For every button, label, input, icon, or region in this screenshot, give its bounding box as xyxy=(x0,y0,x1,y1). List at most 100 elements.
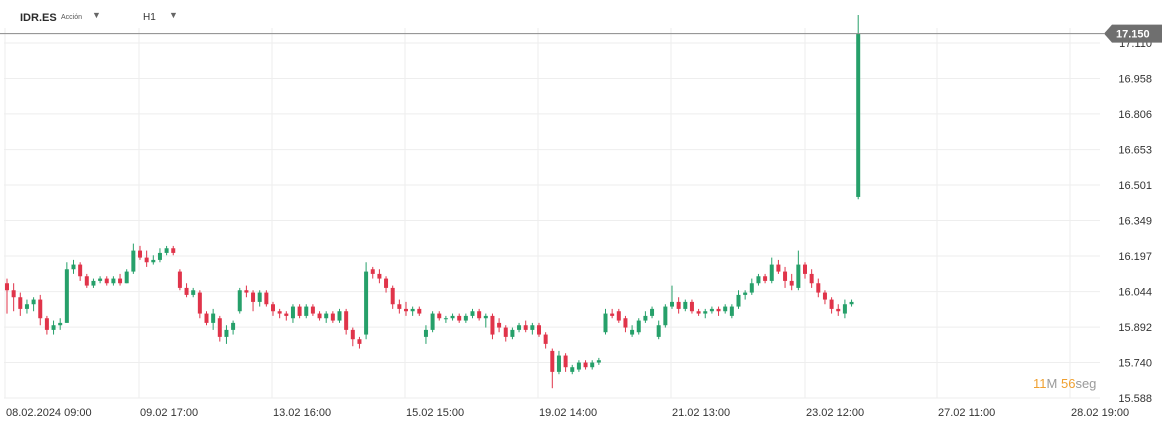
candle-body xyxy=(689,301,694,312)
y-tick-label: 16.044 xyxy=(1118,287,1152,299)
x-tick-label: 23.02 12:00 xyxy=(806,407,864,419)
candle-body xyxy=(38,299,43,319)
countdown-seconds: 56 xyxy=(1060,376,1076,391)
candle-body xyxy=(364,271,369,335)
candle-body xyxy=(297,306,302,316)
candle-body xyxy=(310,306,315,314)
candle-body xyxy=(457,315,462,321)
candle-body xyxy=(723,306,728,312)
countdown-seconds-unit: seg xyxy=(1075,376,1097,391)
candle-body xyxy=(736,294,741,307)
candle-body xyxy=(18,297,23,309)
y-tick-label: 16.349 xyxy=(1118,216,1152,228)
x-tick-label: 21.02 13:00 xyxy=(672,407,730,419)
candle-body xyxy=(443,318,448,320)
chart-grid xyxy=(4,28,1100,399)
y-tick-label: 16.958 xyxy=(1118,73,1152,85)
candle-body xyxy=(537,325,541,335)
candle-body xyxy=(144,257,149,263)
y-axis: 17.11016.95816.80616.65316.50116.34916.1… xyxy=(1118,38,1152,405)
chart-toolbar: IDR.ES Acción ▼ H1 ▼ xyxy=(0,0,1175,36)
candle-body xyxy=(118,278,123,284)
candle-body xyxy=(796,264,801,288)
candle-body xyxy=(676,301,681,309)
candle-body xyxy=(304,306,309,316)
candle-body xyxy=(423,329,428,337)
candle-body xyxy=(231,322,236,330)
countdown-minutes: 11 xyxy=(1033,376,1047,391)
candle-body xyxy=(404,308,408,312)
candle-body xyxy=(370,269,375,274)
candle-body xyxy=(656,325,661,337)
candle-body xyxy=(530,325,535,330)
candle-body xyxy=(317,313,322,319)
candle-countdown: 11M 56seg xyxy=(1033,376,1096,391)
candle-body xyxy=(610,313,615,316)
candle-body xyxy=(290,306,295,319)
candle-body xyxy=(483,315,488,319)
candle-body xyxy=(51,325,56,330)
candle-body xyxy=(157,252,162,260)
current-price-label: 17.150 xyxy=(1116,29,1150,41)
candle-body xyxy=(390,287,395,305)
candle-body xyxy=(856,33,861,197)
candle-body xyxy=(277,311,282,314)
candle-body xyxy=(417,308,422,314)
symbol-label[interactable]: IDR.ES xyxy=(20,12,57,24)
candle-body xyxy=(337,311,342,321)
candle-body xyxy=(763,276,768,281)
candle-body xyxy=(350,329,355,340)
candle-body xyxy=(204,313,209,323)
candle-body xyxy=(84,276,89,286)
candle-body xyxy=(563,355,568,368)
x-tick-label: 08.02.2024 09:00 xyxy=(6,407,92,419)
candle-body xyxy=(816,283,821,293)
y-tick-label: 16.806 xyxy=(1118,109,1152,121)
candle-body xyxy=(477,311,482,319)
candle-body xyxy=(217,318,222,337)
caret-down-icon[interactable]: ▼ xyxy=(92,10,101,20)
candle-body xyxy=(111,278,116,284)
caret-down-icon[interactable]: ▼ xyxy=(169,10,178,20)
candle-body xyxy=(490,315,495,335)
candle-body xyxy=(177,271,182,288)
candle-body xyxy=(709,308,714,312)
candle-body xyxy=(829,299,834,309)
candle-body xyxy=(603,313,608,333)
candle-body xyxy=(749,283,754,293)
timeframe-selector[interactable]: H1 xyxy=(143,12,156,23)
current-price-tag xyxy=(1104,24,1162,43)
candle-body xyxy=(164,248,169,253)
candle-body xyxy=(842,304,847,314)
candle-body xyxy=(11,290,16,298)
candle-body xyxy=(131,250,136,272)
candle-body xyxy=(683,301,688,309)
x-tick-label: 15.02 15:00 xyxy=(406,407,464,419)
candle-body xyxy=(151,259,156,263)
candle-body xyxy=(789,280,794,286)
candle-body xyxy=(284,313,289,316)
candle-body xyxy=(576,362,581,370)
candle-body xyxy=(251,292,256,302)
x-tick-label: 28.02 19:00 xyxy=(1071,407,1129,419)
candle-body xyxy=(503,327,508,337)
candle-body xyxy=(470,311,475,316)
candle-body xyxy=(138,250,142,258)
countdown-minutes-unit: M xyxy=(1046,376,1058,391)
x-tick-label: 19.02 14:00 xyxy=(539,407,597,419)
y-tick-label: 15.892 xyxy=(1118,322,1152,334)
candle-body xyxy=(583,362,588,368)
candle-body xyxy=(357,339,362,344)
candle-body xyxy=(271,304,275,312)
candle-body xyxy=(743,292,748,295)
candle-body xyxy=(663,306,668,326)
candle-body xyxy=(5,283,9,291)
candle-body xyxy=(191,290,196,295)
current-price-marker: 17.150 xyxy=(0,24,1162,43)
candle-body xyxy=(124,271,129,284)
candle-body xyxy=(91,280,96,286)
candle-body xyxy=(590,362,595,368)
candle-body xyxy=(64,269,69,323)
x-tick-label: 09.02 17:00 xyxy=(140,407,198,419)
